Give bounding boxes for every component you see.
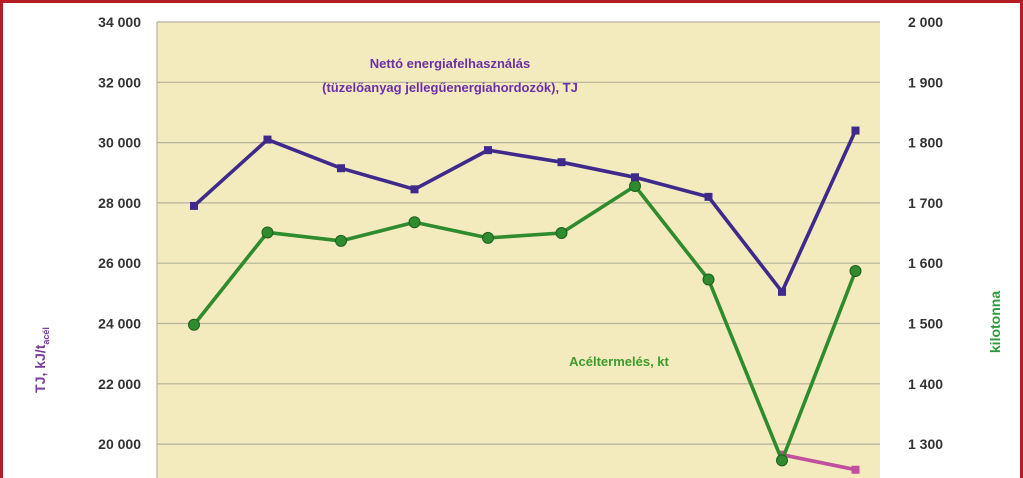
left-tick-label: 32 000 (98, 74, 141, 90)
data-point (778, 287, 786, 296)
series-line (192, 129, 858, 294)
data-point (776, 454, 788, 467)
left-tick-label: 30 000 (98, 135, 141, 151)
energy-series-label-line2: (tüzelőanyag jellegűenergiahordozók), TJ (322, 80, 578, 95)
right-tick-label: 2 000 (908, 14, 943, 30)
right-tick-label: 1 500 (908, 316, 943, 332)
data-point (851, 465, 860, 474)
right-tick-label: 1 400 (908, 376, 943, 392)
data-point (851, 126, 860, 135)
data-point (337, 164, 345, 173)
data-point (190, 201, 198, 210)
left-y-axis-ticks: 34 000 32 000 30 000 28 000 26 000 24 000 22 0… (98, 14, 141, 452)
data-point (188, 318, 200, 331)
left-tick-label: 26 000 (98, 255, 141, 271)
series-line (781, 452, 856, 472)
energy-series-label-line1: Nettó energiafelhasználás (370, 56, 530, 71)
right-tick-label: 1 800 (908, 135, 943, 151)
data-point (629, 180, 641, 193)
data-point (704, 192, 713, 201)
right-y-axis-ticks: 2 000 1 900 1 800 1 700 1 600 1 500 1 400 1 300 (908, 14, 943, 452)
left-y-axis-label: TJ, kJ/tacél (32, 327, 51, 393)
steel-series-label: Acéltermelés, kt (569, 354, 669, 369)
data-point (482, 231, 494, 244)
right-tick-label: 1 900 (908, 74, 943, 90)
data-point (484, 146, 492, 155)
series-1 (188, 180, 862, 467)
data-point (335, 234, 347, 247)
right-y-axis-label: kilotonna (987, 291, 1003, 353)
data-point (631, 173, 639, 182)
left-tick-label: 22 000 (98, 376, 141, 392)
right-tick-label: 1 700 (908, 195, 943, 211)
right-tick-label: 1 300 (908, 436, 943, 452)
data-point (408, 216, 421, 229)
data-point (555, 227, 568, 240)
series-0 (190, 126, 860, 296)
data-point (849, 265, 862, 278)
left-tick-label: 34 000 (98, 14, 141, 30)
series-layer (188, 126, 862, 474)
left-tick-label: 20 000 (98, 436, 141, 452)
data-point (410, 185, 419, 194)
data-point (557, 158, 566, 167)
left-y-axis-label-subscript: acél (41, 327, 51, 345)
right-tick-label: 1 600 (908, 255, 943, 271)
data-point (263, 135, 272, 144)
data-point (261, 226, 274, 239)
series-line (192, 184, 858, 463)
left-tick-label: 28 000 (98, 195, 141, 211)
data-point (702, 273, 715, 286)
left-tick-label: 24 000 (98, 316, 141, 332)
gridlines (156, 21, 880, 478)
